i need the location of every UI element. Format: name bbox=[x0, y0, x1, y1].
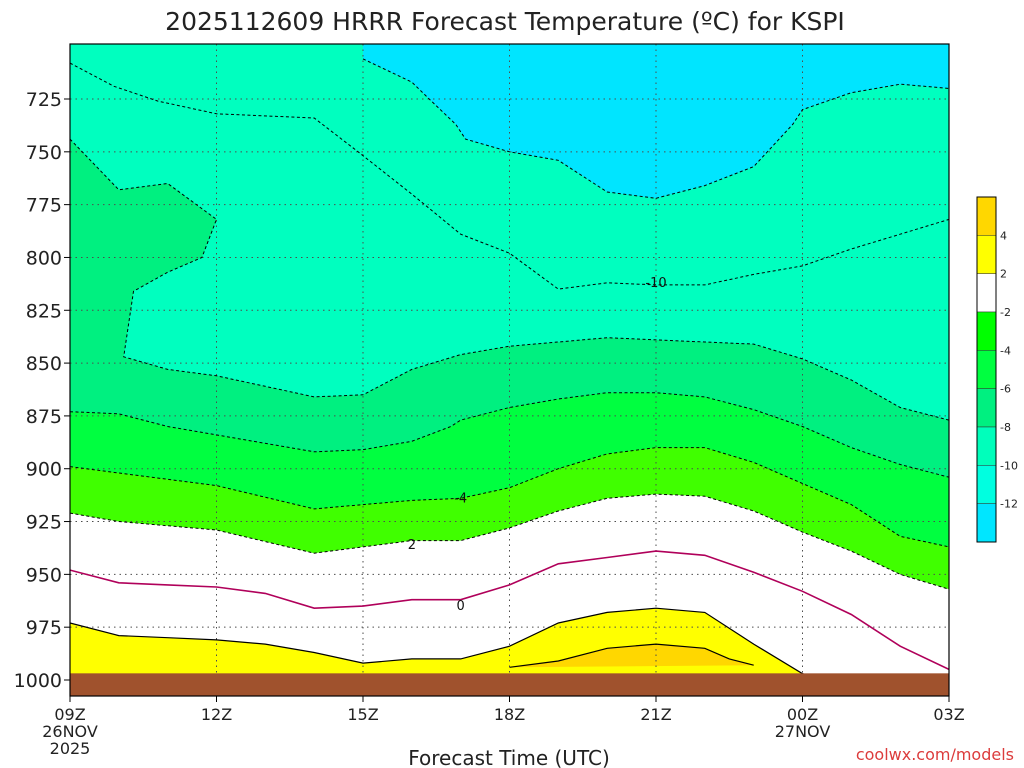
y-tick-label: 950 bbox=[26, 564, 62, 586]
y-tick-label: 750 bbox=[26, 142, 62, 164]
y-tick-label: 775 bbox=[26, 195, 62, 217]
fill-region bbox=[509, 644, 754, 668]
colorbar-tick-label: -8 bbox=[1000, 421, 1011, 434]
y-tick-label: 825 bbox=[26, 300, 62, 322]
colorbar-tick-label: -10 bbox=[1000, 459, 1018, 472]
x-axis-label: Forecast Time (UTC) bbox=[408, 746, 610, 768]
y-tick-label: 850 bbox=[26, 353, 62, 375]
isotherm-line bbox=[70, 550, 949, 671]
isotherm-line bbox=[70, 138, 949, 421]
color-legend: 4 2 -2 -4 -6 -8 -10 -12 bbox=[976, 196, 1018, 543]
x-tick-label: 27NOV bbox=[775, 722, 831, 741]
colorbar-frame bbox=[976, 196, 997, 543]
y-tick-label: 1000 bbox=[14, 670, 62, 692]
colorbar-tick-label: 2 bbox=[1000, 268, 1007, 281]
grid-lines bbox=[69, 44, 950, 696]
contour-label: 0 bbox=[457, 599, 465, 614]
ground-layer bbox=[70, 673, 949, 696]
contour-label: 2 bbox=[408, 538, 416, 553]
x-tick-label: 12Z bbox=[201, 705, 232, 724]
colorbar-swatch bbox=[976, 388, 997, 428]
y-tick-label: 875 bbox=[26, 406, 62, 428]
y-tick-label: 725 bbox=[26, 89, 62, 111]
contour-label: -4 bbox=[454, 491, 467, 506]
x-tick-label: 18Z bbox=[494, 705, 525, 724]
contour-labels: -10 -4 2 0 bbox=[408, 276, 667, 614]
y-axis: 725 750 775 800 825 850 875 900 925 950 975 1000 bbox=[14, 89, 70, 692]
isotherm-layer bbox=[70, 58, 949, 687]
colorbar-swatch bbox=[976, 235, 997, 274]
isotherm-line bbox=[70, 62, 949, 290]
isotherm-line bbox=[509, 643, 754, 668]
colorbar-tick-label: -12 bbox=[1000, 498, 1018, 511]
source-credit: coolwx.com/models bbox=[856, 745, 1014, 764]
colorbar-swatch bbox=[976, 426, 997, 466]
colorbar-swatch bbox=[976, 503, 997, 543]
isotherm-line bbox=[70, 392, 949, 478]
ground-band bbox=[70, 673, 949, 696]
colorbar-swatch bbox=[976, 465, 997, 504]
y-tick-label: 925 bbox=[26, 512, 62, 534]
x-tick-label: 2025 bbox=[50, 739, 91, 758]
colorbar-swatch bbox=[976, 273, 997, 313]
chart-title: 2025112609 HRRR Forecast Temperature (ºC… bbox=[165, 7, 845, 36]
y-tick-label: 975 bbox=[26, 617, 62, 639]
colorbar-tick-label: -6 bbox=[1000, 383, 1011, 396]
x-tick-label: 26NOV bbox=[42, 722, 98, 741]
x-tick-label: 00Z bbox=[787, 705, 818, 724]
x-tick-label: 21Z bbox=[640, 705, 671, 724]
colorbar-tick-label: -4 bbox=[1000, 344, 1011, 357]
colorbar-swatch bbox=[976, 311, 997, 351]
contour-label: -10 bbox=[645, 276, 666, 291]
colorbar-tick-label: -2 bbox=[1000, 306, 1011, 319]
isotherm-line bbox=[362, 58, 949, 199]
x-tick-label: 09Z bbox=[54, 705, 85, 724]
isotherm-line bbox=[70, 447, 949, 548]
isotherm-line bbox=[70, 493, 949, 590]
y-tick-label: 900 bbox=[26, 459, 62, 481]
x-tick-label: 15Z bbox=[347, 705, 378, 724]
y-tick-label: 800 bbox=[26, 247, 62, 269]
x-tick-label: 03Z bbox=[933, 705, 964, 724]
colorbar-swatch bbox=[976, 196, 997, 236]
colorbar-tick-label: 4 bbox=[1000, 229, 1007, 242]
isotherm-line bbox=[70, 607, 852, 687]
colorbar-swatch bbox=[976, 350, 997, 389]
